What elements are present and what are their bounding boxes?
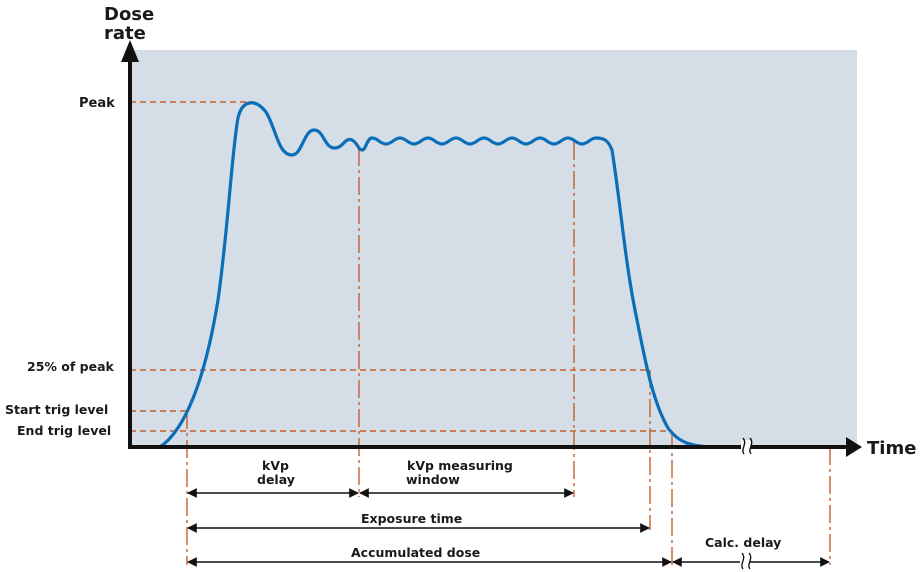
- exposure-time-label: Exposure time: [361, 511, 462, 526]
- y-axis-label-line1: Dose: [104, 4, 154, 25]
- quarter-peak-label: 25% of peak: [27, 359, 115, 374]
- x-axis-arrowhead: [846, 437, 862, 457]
- accumulated-dose-label: Accumulated dose: [351, 545, 480, 560]
- x-axis-label: Time: [867, 438, 916, 459]
- calc-delay-break-gap: [740, 555, 750, 569]
- kvp-window-label-line1: kVp measuring: [407, 458, 513, 473]
- dose-rate-curve: [158, 101, 712, 449]
- x-axis-break-icon: [742, 437, 753, 455]
- end-trig-label: End trig level: [17, 423, 111, 438]
- kvp-delay-label-line2: delay: [257, 472, 295, 487]
- peak-label: Peak: [79, 96, 115, 111]
- plot-area: [130, 50, 857, 447]
- y-axis-label-line2: rate: [104, 23, 146, 44]
- x-axis-break-gap: [741, 440, 751, 454]
- kvp-window-label-line2: window: [406, 472, 460, 487]
- calc-delay-break-icon: [741, 552, 752, 570]
- calc-delay-label: Calc. delay: [705, 535, 781, 550]
- start-trig-label: Start trig level: [5, 402, 108, 417]
- y-axis-arrowhead: [121, 40, 139, 62]
- kvp-delay-label-line1: kVp: [262, 458, 289, 473]
